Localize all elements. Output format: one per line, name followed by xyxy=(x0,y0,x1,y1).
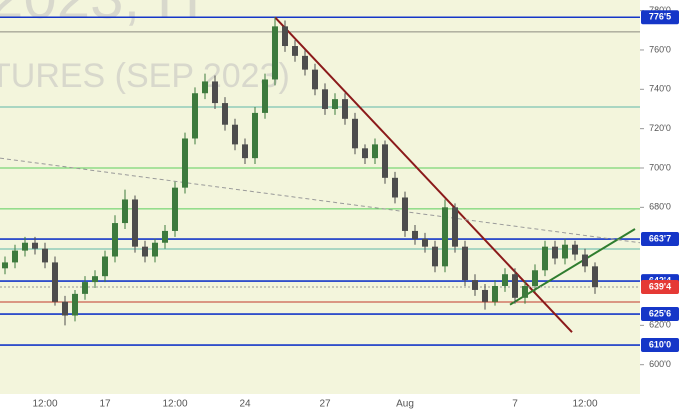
last-price-badge xyxy=(641,279,679,294)
price-badge-label: 663'7 xyxy=(649,233,671,243)
candle-body xyxy=(192,93,198,139)
x-tick-label: 12:00 xyxy=(32,399,57,410)
y-tick-label: 760'0 xyxy=(649,44,671,54)
last-price-label: 639'4 xyxy=(649,281,671,291)
watermark: 2023, H TURES (SEP 2023) xyxy=(0,0,290,95)
candle-body xyxy=(72,293,78,316)
candle-body xyxy=(522,286,528,298)
candle-body xyxy=(572,244,578,255)
candle-body xyxy=(342,99,348,119)
candle-body xyxy=(352,118,358,149)
candle-body xyxy=(592,266,598,287)
candle-body xyxy=(382,144,388,178)
candle-body xyxy=(432,246,438,267)
candle-body xyxy=(322,89,328,109)
candle-body xyxy=(252,112,258,159)
candle-body xyxy=(452,207,458,247)
price-badge-label: 776'5 xyxy=(649,12,671,22)
candle-body xyxy=(62,301,68,316)
candle-body xyxy=(112,223,118,257)
candle-body xyxy=(152,242,158,257)
candle-body xyxy=(332,99,338,109)
candle-body xyxy=(552,246,558,259)
candle-body xyxy=(362,148,368,159)
y-tick-label: 740'0 xyxy=(649,84,671,94)
candle-body xyxy=(202,81,208,94)
candle-body xyxy=(52,262,58,302)
y-tick-label: 780'0 xyxy=(649,5,671,15)
y-tick-label: 620'0 xyxy=(649,320,671,330)
y-tick-label: 700'0 xyxy=(649,162,671,172)
candle-body xyxy=(582,254,588,267)
candle-body xyxy=(542,246,548,271)
candle-body xyxy=(32,242,38,249)
candle-body xyxy=(372,144,378,159)
x-tick-label: 17 xyxy=(99,399,111,410)
candle-body xyxy=(242,144,248,159)
candle-body xyxy=(122,199,128,224)
candle-body xyxy=(2,262,8,269)
trendline xyxy=(274,16,573,333)
candle-body xyxy=(302,55,308,70)
price-badge xyxy=(641,10,679,25)
candle-body xyxy=(272,26,278,80)
candle-body xyxy=(232,124,238,145)
x-tick-label: 12:00 xyxy=(572,399,597,410)
candle-body xyxy=(392,177,398,198)
x-tick-label: 7 xyxy=(512,399,518,410)
candle-body xyxy=(212,81,218,104)
candle-body xyxy=(292,46,298,56)
candle-body xyxy=(12,250,18,263)
candle-body xyxy=(472,280,478,290)
candle-body xyxy=(162,230,168,243)
candle-body xyxy=(312,69,318,90)
y-tick-label: 680'0 xyxy=(649,202,671,212)
candle-body xyxy=(512,274,518,298)
price-badge xyxy=(641,338,679,353)
candle-body xyxy=(442,207,448,267)
candle-body xyxy=(42,248,48,263)
price-badge-label: 625'6 xyxy=(649,308,671,318)
candle-body xyxy=(402,197,408,231)
candle-body xyxy=(82,282,88,294)
price-badge-label: 610'0 xyxy=(649,339,671,349)
watermark-line: 2023, H xyxy=(0,0,200,31)
price-badge xyxy=(641,307,679,322)
candle-body xyxy=(182,138,188,188)
candle-body xyxy=(412,230,418,239)
candle-body xyxy=(562,244,568,259)
candle-body xyxy=(132,199,138,247)
x-tick-label: 12:00 xyxy=(162,399,187,410)
x-tick-label: 24 xyxy=(239,399,251,410)
x-tick-label: Aug xyxy=(396,399,414,410)
x-tick-label: 27 xyxy=(319,399,331,410)
candle-body xyxy=(92,276,98,283)
candle-body xyxy=(502,274,508,287)
y-tick-label: 720'0 xyxy=(649,123,671,133)
candle-body xyxy=(422,238,428,247)
candle-body xyxy=(142,246,148,257)
candle-body xyxy=(492,286,498,302)
candle-body xyxy=(172,187,178,231)
price-badge xyxy=(641,232,679,247)
candle-body xyxy=(262,79,268,113)
candle-body xyxy=(222,103,228,125)
candle-body xyxy=(102,256,108,277)
candle-body xyxy=(282,26,288,47)
time-axis-background xyxy=(0,394,640,414)
candle-body xyxy=(22,242,28,251)
y-tick-label: 600'0 xyxy=(649,359,671,369)
candle-body xyxy=(482,289,488,302)
candle-body xyxy=(462,246,468,281)
candle-body xyxy=(532,270,538,287)
trendline xyxy=(0,157,641,244)
watermark-line: TURES (SEP 2023) xyxy=(0,57,290,95)
trendline xyxy=(509,228,636,306)
